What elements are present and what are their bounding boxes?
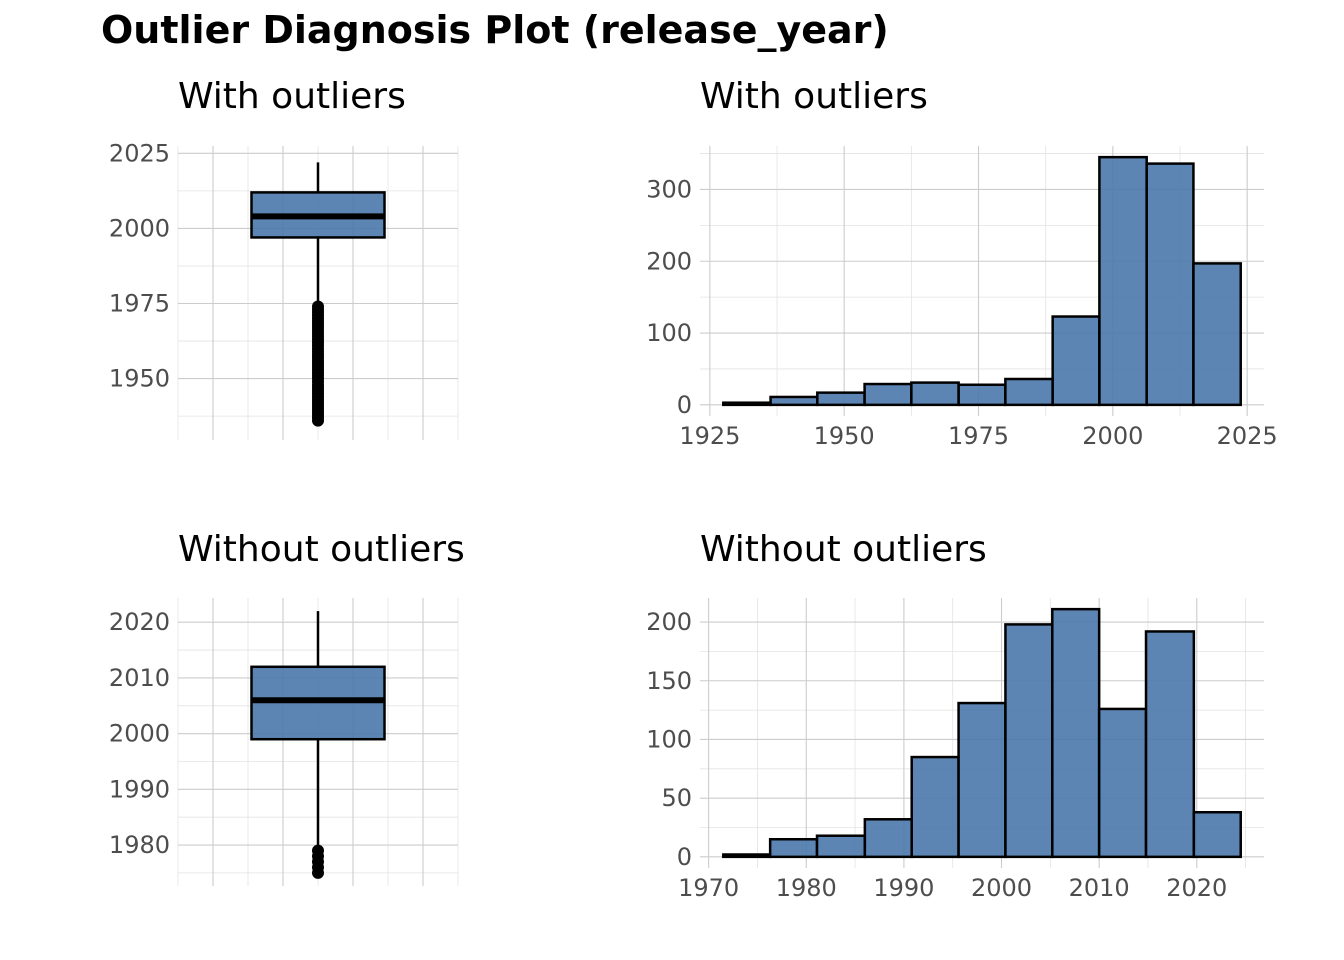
y-tick-label: 2010 <box>109 664 170 692</box>
y-tick-label: 2000 <box>109 214 170 242</box>
marks-histogram-without-outliers <box>722 607 1242 859</box>
y-tick-label: 150 <box>646 667 692 695</box>
histogram-bar <box>1145 162 1195 407</box>
histogram-bar <box>1004 623 1054 859</box>
panel-title-histogram-with-outliers: With outliers <box>700 76 928 117</box>
histogram-bar <box>863 382 913 407</box>
histogram-bar <box>863 818 913 859</box>
y-tick-label: 100 <box>646 725 692 753</box>
y-tick-label: 2025 <box>109 139 170 167</box>
x-tick-label: 2020 <box>1166 874 1227 902</box>
x-tick-label: 1925 <box>679 422 740 450</box>
histogram-bar <box>768 837 819 859</box>
histogram-bar <box>816 391 866 407</box>
y-tick-label: 200 <box>646 608 692 636</box>
histogram-bar <box>815 834 867 859</box>
y-tick-label: 2020 <box>109 608 170 636</box>
y-tick-label: 100 <box>646 319 692 347</box>
histogram-bar <box>722 853 772 859</box>
marks-boxplot-without-outliers <box>250 611 386 879</box>
x-tick-label: 1980 <box>776 874 837 902</box>
histogram-bar <box>910 381 960 407</box>
x-tick-label: 1950 <box>814 422 875 450</box>
x-tick-label: 1975 <box>948 422 1009 450</box>
boxplot-without-outliers-panel: Without outliers 1980 1990 2000 2010 2020 <box>109 529 465 886</box>
histogram-bar <box>722 401 772 407</box>
histogram-bar <box>1051 315 1101 407</box>
panel-title-histogram-without-outliers: Without outliers <box>700 529 987 570</box>
histogram-bar <box>1098 155 1148 407</box>
histogram-bar <box>910 755 960 859</box>
histogram-bar <box>1144 630 1196 859</box>
histogram-bar <box>769 395 819 407</box>
ticks-histogram-without-outliers: 1970 1980 1990 2000 2010 2020 0 50 100 150 200 <box>646 608 1227 902</box>
y-tick-label: 1990 <box>109 775 170 803</box>
ticks-histogram-with-outliers: 1925 1950 1975 2000 2025 0 100 200 300 <box>646 175 1278 450</box>
outlier-point <box>312 414 324 427</box>
histogram-bar <box>1192 262 1242 407</box>
histogram-bar <box>1192 810 1242 859</box>
y-tick-label: 0 <box>677 843 692 871</box>
histogram-bar <box>957 701 1007 859</box>
histogram-with-outliers-panel: With outliers 1925 1950 1975 2000 2025 0 100 20… <box>646 76 1278 450</box>
x-tick-label: 1990 <box>873 874 934 902</box>
histogram-bar <box>1004 377 1054 407</box>
x-tick-label: 2000 <box>971 874 1032 902</box>
y-tick-label: 1980 <box>109 831 170 859</box>
panel-title-boxplot-with-outliers: With outliers <box>178 76 406 117</box>
marks-boxplot-with-outliers <box>250 162 386 427</box>
marks-histogram-with-outliers <box>722 155 1242 407</box>
boxplot-with-outliers-panel: With outliers 1950 1975 2000 2025 <box>109 76 459 440</box>
y-tick-label: 200 <box>646 247 692 275</box>
ticks-boxplot-without-outliers: 1980 1990 2000 2010 2020 <box>109 608 170 859</box>
outlier-point <box>312 866 324 879</box>
figure-title: Outlier Diagnosis Plot (release_year) <box>101 8 889 52</box>
y-tick-label: 1975 <box>109 290 170 318</box>
histogram-bar <box>1097 707 1148 859</box>
y-tick-label: 0 <box>677 391 692 419</box>
y-tick-label: 2000 <box>109 720 170 748</box>
y-tick-label: 50 <box>661 784 692 812</box>
x-tick-label: 2025 <box>1217 422 1278 450</box>
x-tick-label: 2010 <box>1069 874 1130 902</box>
panel-title-boxplot-without-outliers: Without outliers <box>178 529 465 570</box>
histogram-bar <box>957 383 1007 407</box>
ticks-boxplot-with-outliers: 1950 1975 2000 2025 <box>109 139 170 392</box>
y-tick-label: 1950 <box>109 365 170 393</box>
histogram-without-outliers-panel: Without outliers 1970 1980 1990 2000 2010 202… <box>646 529 1264 902</box>
y-tick-label: 300 <box>646 175 692 203</box>
x-tick-label: 1970 <box>678 874 739 902</box>
x-tick-label: 2000 <box>1082 422 1143 450</box>
histogram-bar <box>1051 607 1101 859</box>
